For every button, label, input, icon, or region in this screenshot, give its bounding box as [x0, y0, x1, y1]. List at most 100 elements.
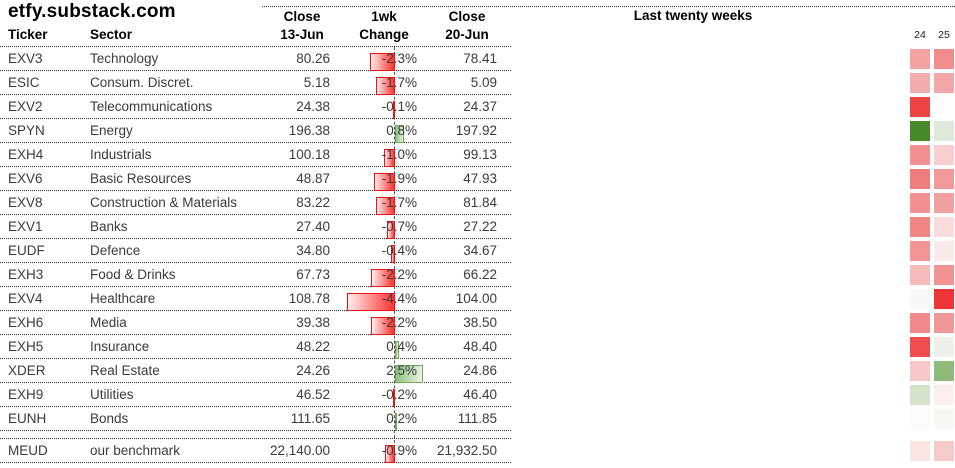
heatmap-row-cells	[910, 439, 954, 463]
heat-cell-week25	[934, 241, 954, 261]
heat-cell-week25	[934, 409, 954, 429]
column-header-ticker: Ticker	[8, 27, 48, 42]
heat-cell-week24	[910, 265, 930, 285]
close-last-cell: 47.93	[463, 171, 497, 186]
table-row: EXV4 Healthcare 108.78 -4.4% 104.00	[0, 287, 955, 311]
heat-cell-week24	[910, 145, 930, 165]
sector-cell: Technology	[90, 51, 159, 66]
negative-change-bar	[387, 221, 395, 239]
close-last-cell: 5.09	[470, 75, 497, 90]
close-prev-cell: 5.18	[303, 75, 330, 90]
change-cell: -1.0%	[330, 147, 420, 167]
heat-cell-week24	[910, 169, 930, 189]
change-cell: 0.4%	[330, 339, 420, 359]
change-cell: -2.2%	[330, 315, 420, 335]
table-row: EXH4 Industrials 100.18 -1.0% 99.13	[0, 143, 955, 167]
negative-change-bar	[393, 101, 395, 119]
heatmap-title: Last twenty weeks	[633, 8, 753, 23]
heatmap-row-cells	[910, 239, 954, 263]
close-prev-cell: 67.73	[296, 267, 330, 282]
ticker-cell: EXH4	[8, 147, 44, 162]
heat-cell-week25	[934, 49, 954, 69]
heat-cell-week25	[934, 193, 954, 213]
heatmap-row-cells	[910, 167, 954, 191]
header-dotted-divider	[0, 46, 511, 47]
heat-cell-week24	[910, 121, 930, 141]
table-row: EXV1 Banks 27.40 -0.7% 27.22	[0, 215, 955, 239]
negative-change-bar	[393, 389, 395, 407]
negative-change-bar	[376, 77, 395, 95]
sector-cell: Utilities	[90, 387, 134, 402]
change-value: -2.3%	[381, 51, 417, 66]
benchmark-separator	[0, 431, 955, 439]
close-last-cell: 66.22	[463, 267, 497, 282]
top-dotted-divider	[262, 6, 955, 7]
table-row-left: EXV6 Basic Resources 48.87 -1.9% 47.93	[0, 167, 511, 191]
heat-cell-week24	[910, 385, 930, 405]
ticker-cell: XDER	[8, 363, 46, 378]
sector-cell: Media	[90, 315, 127, 330]
heat-cell-week24	[910, 289, 930, 309]
heat-cell-week24	[910, 313, 930, 333]
close-last-cell: 34.67	[463, 243, 497, 258]
heat-cell-week25	[934, 337, 954, 357]
heatmap-row-cells	[910, 407, 954, 431]
change-value: -0.2%	[381, 387, 417, 402]
change-value: 0.2%	[386, 411, 417, 426]
change-cell: -1.9%	[330, 171, 420, 191]
close-last-cell: 78.41	[463, 51, 497, 66]
negative-change-bar	[385, 445, 395, 463]
ticker-cell: EXV8	[8, 195, 43, 210]
table-row-left: EXH6 Media 39.38 -2.2% 38.50	[0, 311, 511, 335]
ticker-cell: EXV6	[8, 171, 43, 186]
positive-change-bar	[395, 413, 397, 431]
ticker-cell: EXH3	[8, 267, 44, 282]
table-row: EXH6 Media 39.38 -2.2% 38.50	[0, 311, 955, 335]
heat-cell-week24	[910, 193, 930, 213]
close-prev-cell: 111.65	[290, 411, 330, 426]
ticker-cell: MEUD	[8, 443, 48, 458]
table-row: EXH5 Insurance 48.22 0.4% 48.40	[0, 335, 955, 359]
close-last-cell: 99.13	[463, 147, 497, 162]
close-last-cell: 46.40	[463, 387, 497, 402]
heatmap-row-cells	[910, 95, 954, 119]
table-row: EUNH Bonds 111.65 0.2% 111.85	[0, 407, 955, 431]
change-cell: -2.3%	[330, 51, 420, 71]
change-value: -1.9%	[381, 171, 417, 186]
change-value: 2.5%	[386, 363, 417, 378]
heatmap-row-cells	[910, 263, 954, 287]
close-last-cell: 197.92	[455, 123, 497, 138]
table-row-left: ESIC Consum. Discret. 5.18 -1.7% 5.09	[0, 71, 511, 95]
change-cell: -0.9%	[330, 443, 420, 463]
heat-cell-week24	[910, 49, 930, 69]
close-last-cell: 21,932.50	[436, 443, 497, 458]
heat-cell-week24	[910, 73, 930, 93]
close-prev-cell: 80.26	[296, 51, 330, 66]
sector-cell: Insurance	[90, 339, 150, 354]
column-header-1wk-change: 1wk Change	[359, 9, 409, 42]
table-row-left: EXH9 Utilities 46.52 -0.2% 46.40	[0, 383, 511, 407]
column-header-close-13jun: Close 13-Jun	[280, 9, 324, 42]
ticker-cell: EUDF	[8, 243, 45, 258]
benchmark-separator-line	[0, 431, 511, 439]
negative-change-bar	[376, 197, 395, 215]
ticker-cell: SPYN	[8, 123, 45, 138]
change-cell: -0.1%	[330, 99, 420, 119]
close-prev-cell: 48.22	[296, 339, 330, 354]
close-last-cell: 104.00	[455, 291, 497, 306]
change-cell: -1.7%	[330, 195, 420, 215]
table-row: EXH3 Food & Drinks 67.73 -2.2% 66.22	[0, 263, 955, 287]
close-last-cell: 48.40	[463, 339, 497, 354]
table-row-left: EXV1 Banks 27.40 -0.7% 27.22	[0, 215, 511, 239]
table-row: EXV2 Telecommunications 24.38 -0.1% 24.37	[0, 95, 955, 119]
heat-cell-week25	[934, 313, 954, 333]
change-cell: -2.2%	[330, 267, 420, 287]
heatmap-row-cells	[910, 119, 954, 143]
table-row: EXV6 Basic Resources 48.87 -1.9% 47.93	[0, 167, 955, 191]
heatmap-row-cells	[910, 359, 954, 383]
close-prev-cell: 108.78	[288, 291, 330, 306]
sector-cell: Energy	[90, 123, 133, 138]
heat-cell-week24	[910, 441, 930, 461]
positive-change-bar	[395, 365, 423, 383]
close-prev-cell: 48.87	[296, 171, 330, 186]
